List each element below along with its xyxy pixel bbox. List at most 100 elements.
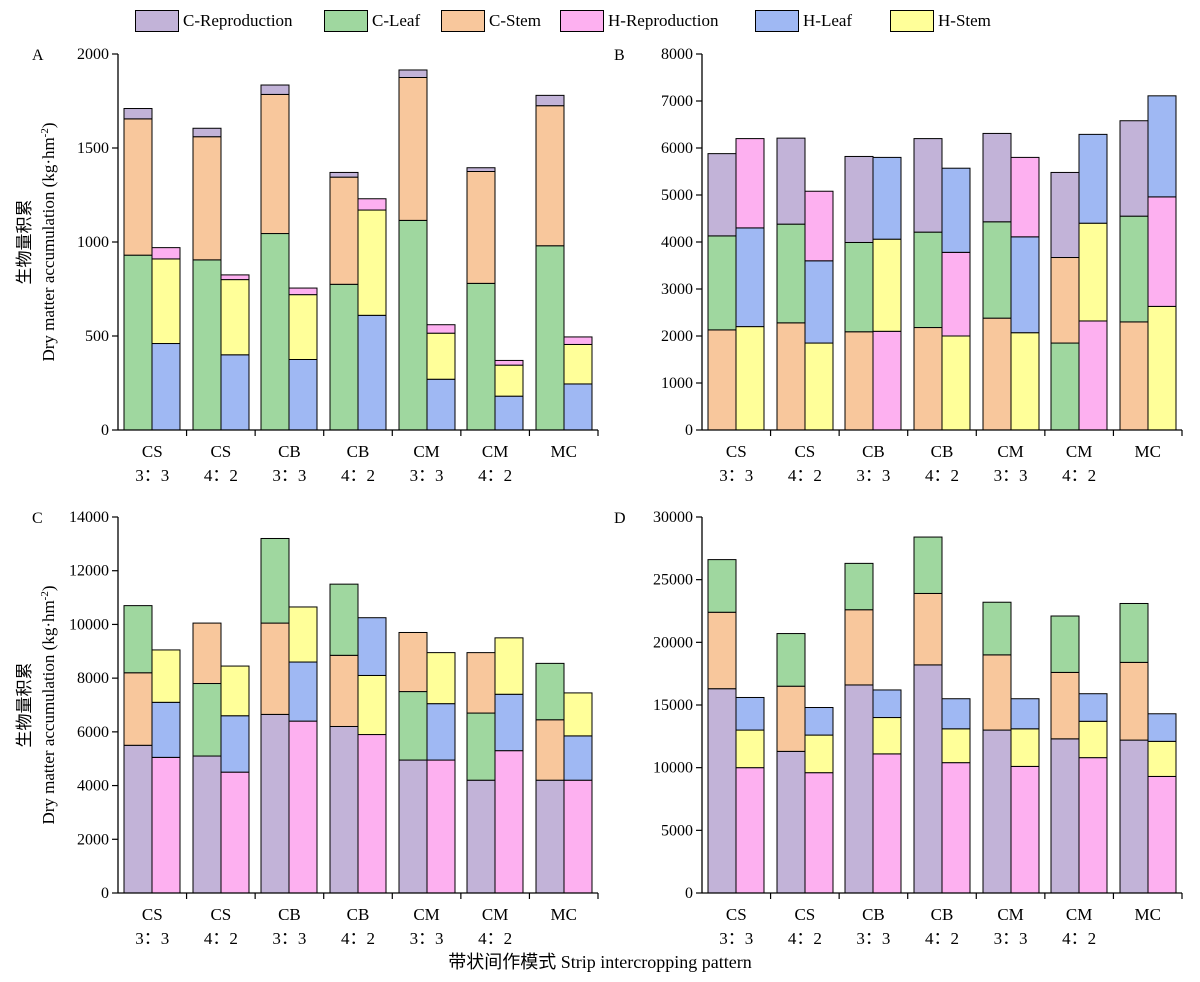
stacked-bar	[123, 108, 153, 431]
x-tick-label: CS	[210, 905, 231, 924]
x-tick-label: 3：3	[856, 466, 890, 485]
bar-segment	[1010, 698, 1040, 730]
stacked-bar	[398, 631, 428, 894]
bar-segment	[398, 69, 428, 79]
bar-segment	[288, 287, 318, 296]
stacked-bar	[535, 94, 565, 431]
y-tick-label: 5000	[661, 187, 693, 204]
bar-segment	[329, 654, 359, 727]
bar-segment	[563, 336, 593, 345]
bar-segment	[563, 383, 593, 431]
bar-segment	[329, 283, 359, 431]
x-tick-label: CM	[413, 905, 439, 924]
bar-segment	[776, 322, 806, 431]
x-tick-label: 4：2	[204, 466, 238, 485]
bar-segment	[735, 138, 765, 229]
bar-segment	[288, 606, 318, 663]
stacked-bar	[844, 155, 874, 431]
x-tick-label: CS	[726, 905, 747, 924]
stacked-bar	[563, 692, 593, 894]
legend-label: H-Stem	[938, 11, 991, 30]
bar-segment	[357, 198, 387, 211]
stacked-bar	[1147, 713, 1177, 894]
bar-segment	[872, 330, 902, 431]
x-tick-label: CB	[278, 905, 301, 924]
stacked-bar	[220, 665, 250, 894]
stacked-bar	[357, 198, 387, 431]
bar-segment	[260, 84, 290, 95]
bar-segment	[466, 282, 496, 431]
x-tick-label: 4：2	[478, 929, 512, 948]
x-axis-title: 带状间作模式 Strip intercropping pattern	[448, 952, 752, 972]
stacked-bar	[735, 138, 765, 431]
bar-segment	[982, 221, 1012, 319]
bar-segment	[329, 176, 359, 285]
bar-segment	[1078, 133, 1108, 224]
bar-segment	[220, 771, 250, 894]
bar-segment	[563, 779, 593, 894]
y-tick-label: 1500	[77, 140, 109, 157]
stacked-bar	[1010, 156, 1040, 431]
stacked-bar	[123, 605, 153, 894]
bar-segment	[563, 735, 593, 781]
bar-segment	[192, 127, 222, 138]
bar-segment	[776, 223, 806, 324]
bar-segment	[872, 753, 902, 894]
bar-segment	[260, 233, 290, 431]
y-tick-label: 500	[85, 328, 109, 345]
x-tick-label: CM	[997, 905, 1023, 924]
bar-segment	[707, 329, 737, 431]
bar-segment	[260, 622, 290, 715]
x-tick-label: CS	[794, 905, 815, 924]
panel-label: B	[614, 47, 625, 64]
chart-panel-c: C 0 2000 4000 6000 8000 10000 12000 14000 CS 3：3 CS…	[15, 509, 599, 948]
stacked-bar	[776, 137, 806, 431]
x-tick-label: 3：3	[719, 466, 753, 485]
x-tick-label: 3：3	[272, 929, 306, 948]
stacked-bar	[844, 562, 874, 894]
bar-segment	[260, 537, 290, 624]
bar-segment	[1119, 120, 1149, 217]
x-tick-label: 3：3	[410, 466, 444, 485]
legend-swatch	[755, 10, 799, 32]
x-tick-label: 4：2	[204, 929, 238, 948]
bar-segment	[192, 683, 222, 757]
bar-segment	[776, 137, 806, 225]
legend-label: C-Leaf	[372, 11, 421, 30]
bar-segment	[398, 631, 428, 693]
bar-segment	[776, 633, 806, 687]
legend-swatch	[890, 10, 934, 32]
chart-panel-d: D 0 5000 10000 15000 20000 25000 30000 CS 3：3 CS 4：…	[614, 509, 1183, 948]
bar-segment	[123, 108, 153, 120]
bar-segment	[1147, 775, 1177, 894]
stacked-bar	[707, 559, 737, 894]
stacked-bar	[735, 696, 765, 894]
bar-segment	[804, 342, 834, 431]
stacked-bar	[329, 171, 359, 431]
y-tick-label: 2000	[661, 328, 693, 345]
bar-segment	[941, 251, 971, 337]
bar-segment	[707, 235, 737, 331]
bar-segment	[913, 138, 943, 233]
stacked-bar	[707, 153, 737, 431]
bar-segment	[220, 354, 250, 431]
bar-segment	[260, 93, 290, 235]
bar-segment	[982, 601, 1012, 656]
x-tick-label: CB	[862, 442, 885, 461]
stacked-bar	[220, 274, 250, 431]
bar-segment	[872, 238, 902, 332]
bar-segment	[494, 637, 524, 695]
y-tick-label: 0	[685, 422, 693, 439]
x-tick-label: 4：2	[925, 929, 959, 948]
legend-label: H-Reproduction	[608, 11, 719, 30]
chart-panel-b: B 0 1000 2000 3000 4000 5000 6000 7000 8000 CS 3：3 C…	[614, 46, 1183, 485]
legend-swatch	[324, 10, 368, 32]
bar-segment	[220, 279, 250, 356]
bar-segment	[535, 662, 565, 721]
y-tick-label: 1000	[661, 375, 693, 392]
x-tick-label: 3：3	[410, 929, 444, 948]
bar-segment	[735, 227, 765, 328]
bar-segment	[1147, 740, 1177, 777]
y-tick-label: 12000	[69, 563, 109, 580]
bar-segment	[220, 274, 250, 281]
